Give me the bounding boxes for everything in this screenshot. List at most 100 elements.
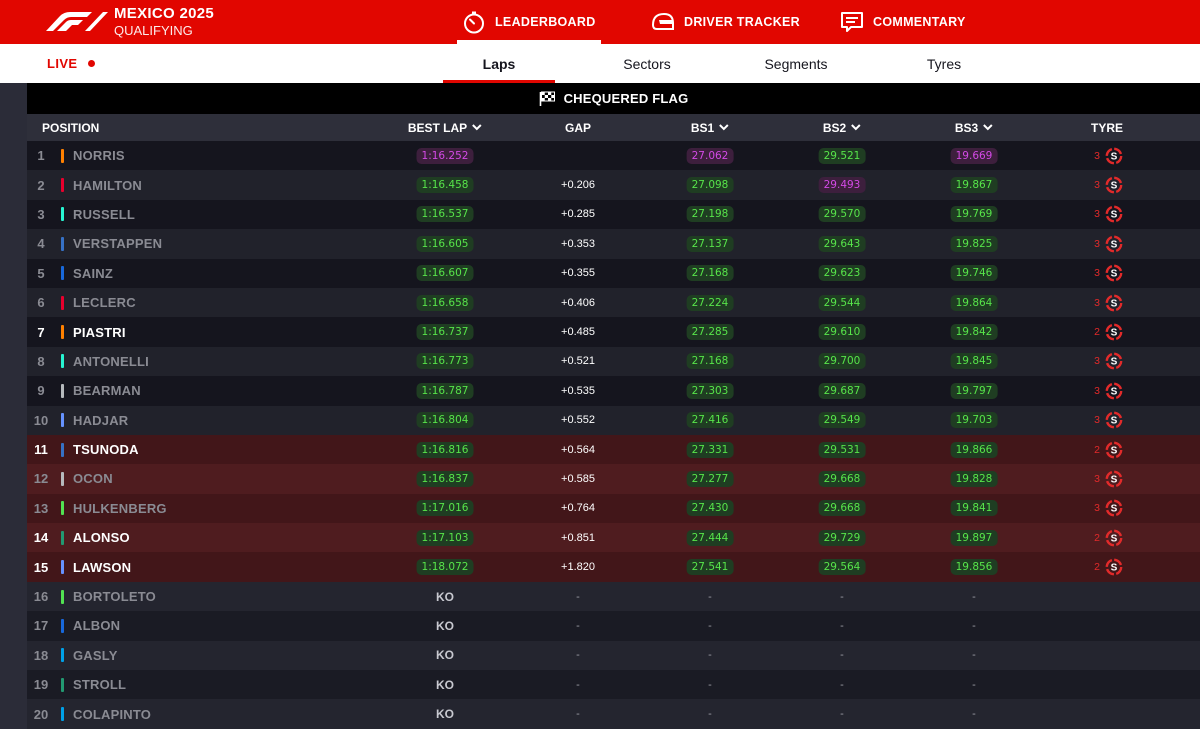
- gap-cell: +0.764: [561, 494, 595, 523]
- best-lap-cell: KO: [436, 582, 454, 611]
- bs3-cell: -: [972, 611, 976, 640]
- gap-cell: -: [576, 611, 580, 640]
- bs3-time: 19.769: [950, 206, 998, 223]
- nav-tab-driver-tracker[interactable]: DRIVER TRACKER: [651, 0, 800, 44]
- driver-row[interactable]: 4 VERSTAPPEN 1:16.605 +0.353 27.137 29.6…: [27, 229, 1200, 259]
- column-header-bs3[interactable]: BS3: [955, 114, 993, 141]
- driver-row[interactable]: 18 GASLY KO - - - -: [27, 640, 1200, 671]
- bs3-time: 19.746: [950, 265, 998, 282]
- soft-tyre-icon: S: [1105, 323, 1123, 341]
- column-header-best-lap[interactable]: BEST LAP: [408, 114, 482, 141]
- svg-text:S: S: [1111, 239, 1118, 250]
- gap-cell: +1.820: [561, 552, 595, 581]
- best-lap-cell: 1:16.605: [416, 229, 474, 258]
- svg-text:S: S: [1111, 533, 1118, 544]
- empty-value: -: [708, 678, 712, 691]
- bs2-cell: 29.570: [818, 200, 866, 229]
- best-lap-cell: 1:16.773: [416, 347, 474, 376]
- nav-tab-commentary[interactable]: COMMENTARY: [840, 0, 966, 44]
- bs2-time: 29.544: [818, 294, 866, 311]
- bs3-cell: 19.866: [950, 435, 998, 464]
- gap-cell: +0.353: [561, 229, 595, 258]
- best-lap-time: 1:16.787: [416, 382, 474, 399]
- svg-text:S: S: [1111, 357, 1118, 368]
- brand[interactable]: MEXICO 2025 QUALIFYING: [46, 6, 214, 37]
- svg-text:S: S: [1111, 445, 1118, 456]
- bs1-time: 27.098: [686, 177, 734, 194]
- svg-text:S: S: [1111, 328, 1118, 339]
- tab-tyres[interactable]: Tyres: [888, 44, 1000, 83]
- bs1-cell: 27.541: [686, 552, 734, 581]
- driver-row[interactable]: 19 STROLL KO - - - -: [27, 670, 1200, 700]
- empty-value: -: [840, 678, 844, 691]
- session-name: QUALIFYING: [114, 23, 193, 38]
- column-header-bs2[interactable]: BS2: [823, 114, 861, 141]
- best-lap-time: 1:17.016: [416, 500, 474, 517]
- bs3-time: 19.856: [950, 559, 998, 576]
- driver-row[interactable]: 9 BEARMAN 1:16.787 +0.535 27.303 29.687 …: [27, 376, 1200, 406]
- gap-value: +0.355: [561, 267, 595, 280]
- soft-tyre-icon: S: [1105, 558, 1123, 576]
- column-header-label: GAP: [564, 120, 592, 135]
- empty-value: -: [576, 649, 580, 662]
- event-title: MEXICO 2025: [114, 5, 215, 22]
- driver-name: ALBON: [73, 618, 121, 634]
- column-header-bs1[interactable]: BS1: [691, 114, 729, 141]
- tab-sectors[interactable]: Sectors: [591, 44, 703, 83]
- bs3-time: 19.703: [950, 412, 998, 429]
- empty-value: -: [576, 590, 580, 603]
- driver-name: NORRIS: [73, 148, 125, 164]
- gap-value: +0.851: [561, 531, 595, 544]
- f1-logo-icon: [46, 12, 108, 31]
- bs1-cell: 27.198: [686, 200, 734, 229]
- bs3-cell: 19.845: [950, 347, 998, 376]
- driver-row[interactable]: 11 TSUNODA 1:16.816 +0.564 27.331 29.531…: [27, 434, 1200, 465]
- gap-value: +0.764: [561, 502, 595, 515]
- position-number: 20: [33, 706, 49, 722]
- bs2-cell: 29.544: [818, 288, 866, 317]
- driver-row[interactable]: 6 LECLERC 1:16.658 +0.406 27.224 29.544 …: [27, 287, 1200, 318]
- driver-row[interactable]: 16 BORTOLETO KO - - - -: [27, 581, 1200, 612]
- ko-label: KO: [436, 677, 454, 692]
- tab-laps[interactable]: Laps: [443, 44, 555, 83]
- driver-row[interactable]: 1 NORRIS 1:16.252 27.062 29.521 19.669 3…: [27, 141, 1200, 171]
- driver-row[interactable]: 14 ALONSO 1:17.103 +0.851 27.444 29.729 …: [27, 523, 1200, 553]
- driver-row[interactable]: 15 LAWSON 1:18.072 +1.820 27.541 29.564 …: [27, 552, 1200, 582]
- driver-row[interactable]: 12 OCON 1:16.837 +0.585 27.277 29.668 19…: [27, 464, 1200, 494]
- empty-value: -: [972, 708, 976, 721]
- gap-value: +0.564: [561, 443, 595, 456]
- gap-value: +0.353: [561, 237, 595, 250]
- driver-name: ANTONELLI: [73, 353, 149, 369]
- gap-cell: +0.485: [561, 317, 595, 346]
- bs1-cell: -: [708, 641, 712, 670]
- empty-value: -: [972, 649, 976, 662]
- bs2-cell: 29.610: [818, 317, 866, 346]
- best-lap-cell: 1:16.252: [416, 141, 474, 170]
- empty-value: -: [840, 708, 844, 721]
- driver-row[interactable]: 5 SAINZ 1:16.607 +0.355 27.168 29.623 19…: [27, 258, 1200, 288]
- driver-row[interactable]: 20 COLAPINTO KO - - - -: [27, 699, 1200, 729]
- team-color-bar: [61, 677, 64, 692]
- driver-row[interactable]: 17 ALBON KO - - - -: [27, 611, 1200, 641]
- nav-tab-leaderboard[interactable]: LEADERBOARD: [457, 0, 601, 44]
- soft-tyre-icon: S: [1105, 176, 1123, 194]
- driver-row[interactable]: 3 RUSSELL 1:16.537 +0.285 27.198 29.570 …: [27, 199, 1200, 230]
- team-color-bar: [61, 560, 64, 575]
- driver-name: BEARMAN: [73, 383, 141, 399]
- driver-row[interactable]: 7 PIASTRI 1:16.737 +0.485 27.285 29.610 …: [27, 317, 1200, 347]
- bs1-time: 27.430: [686, 500, 734, 517]
- gap-cell: +0.585: [561, 464, 595, 493]
- position-number: 14: [33, 530, 49, 546]
- empty-value: -: [972, 678, 976, 691]
- driver-row[interactable]: 2 HAMILTON 1:16.458 +0.206 27.098 29.493…: [27, 170, 1200, 200]
- driver-row[interactable]: 13 HULKENBERG 1:17.016 +0.764 27.430 29.…: [27, 493, 1200, 524]
- live-label: LIVE: [47, 56, 78, 71]
- driver-row[interactable]: 10 HADJAR 1:16.804 +0.552 27.416 29.549 …: [27, 405, 1200, 435]
- tab-segments[interactable]: Segments: [740, 44, 852, 83]
- driver-row[interactable]: 8 ANTONELLI 1:16.773 +0.521 27.168 29.70…: [27, 346, 1200, 377]
- best-lap-cell: 1:16.658: [416, 288, 474, 317]
- position-number: 5: [37, 265, 45, 281]
